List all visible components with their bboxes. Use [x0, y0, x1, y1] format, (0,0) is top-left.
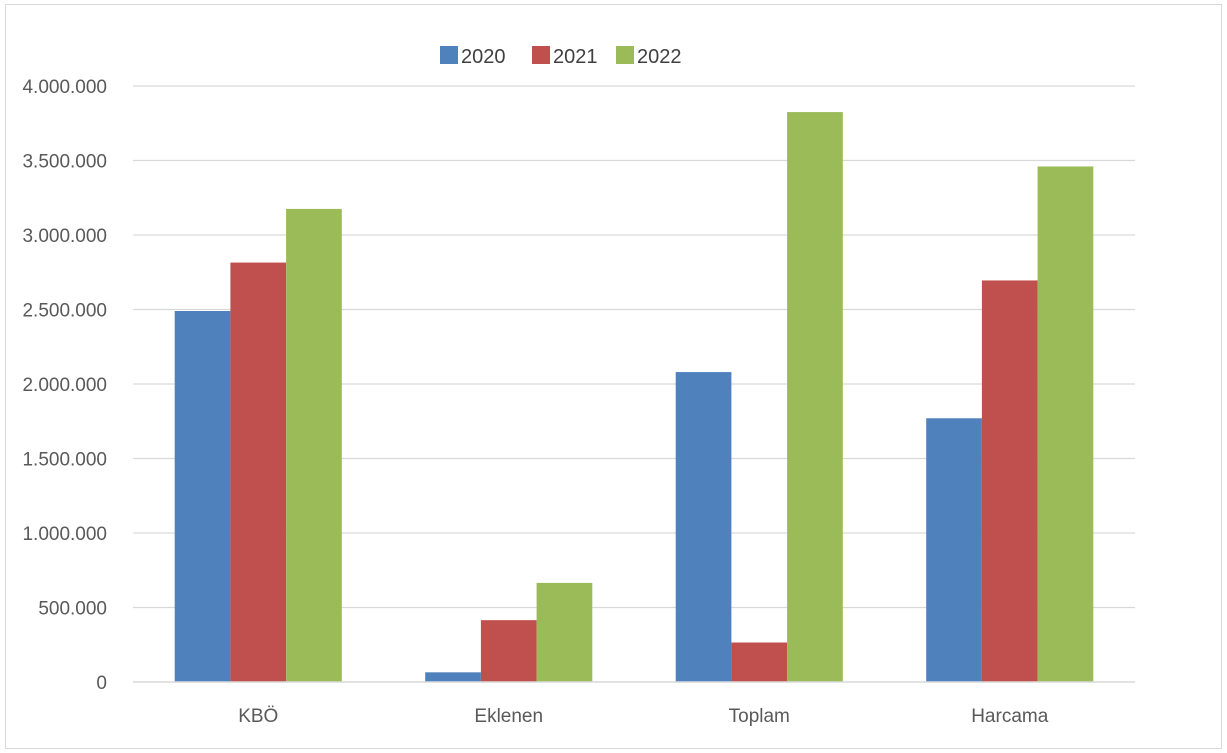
x-category-label: Harcama: [971, 706, 1049, 727]
y-tick-label: 3.000.000: [22, 226, 107, 247]
y-tick-label: 1.000.000: [22, 524, 107, 545]
legend-label: 2022: [637, 46, 682, 68]
x-axis-categories: KBÖ Eklenen Toplam Harcama: [238, 706, 1049, 727]
x-category-label: Toplam: [729, 706, 790, 727]
y-tick-label: 2.500.000: [22, 301, 107, 322]
y-tick-label: 500.000: [38, 599, 107, 620]
bar-2021-1: [480, 620, 537, 682]
y-tick-label: 1.500.000: [22, 450, 107, 471]
y-tick-label: 4.000.000: [22, 77, 107, 98]
bar-2020-0: [174, 310, 231, 682]
y-tick-label: 0: [96, 673, 107, 694]
legend-label: 2021: [553, 46, 598, 68]
legend: 2020 2021 2022: [440, 46, 682, 68]
x-category-label: KBÖ: [238, 706, 278, 727]
legend-swatch-2021: [532, 46, 550, 64]
bar-2021-0: [230, 262, 287, 682]
legend-swatch-2020: [440, 46, 458, 64]
bar-2022-2: [787, 112, 843, 682]
y-axis-ticks: 0 500.000 1.000.000 1.500.000 2.000.000 2.500…: [22, 77, 107, 694]
y-tick-label: 2.000.000: [22, 375, 107, 396]
bar-2020-3: [926, 418, 982, 682]
bar-2021-3: [981, 280, 1038, 682]
bar-2022-3: [1037, 166, 1094, 682]
bars: [174, 112, 1094, 683]
y-tick-label: 3.500.000: [22, 152, 107, 173]
legend-swatch-2022: [616, 46, 634, 64]
legend-label: 2020: [461, 46, 506, 68]
x-category-label: Eklenen: [474, 706, 543, 727]
bar-2020-2: [675, 372, 732, 682]
bar-2020-1: [425, 672, 481, 682]
bar-2022-0: [286, 208, 342, 683]
bar-2021-2: [731, 642, 788, 682]
bar-2022-1: [536, 582, 593, 682]
